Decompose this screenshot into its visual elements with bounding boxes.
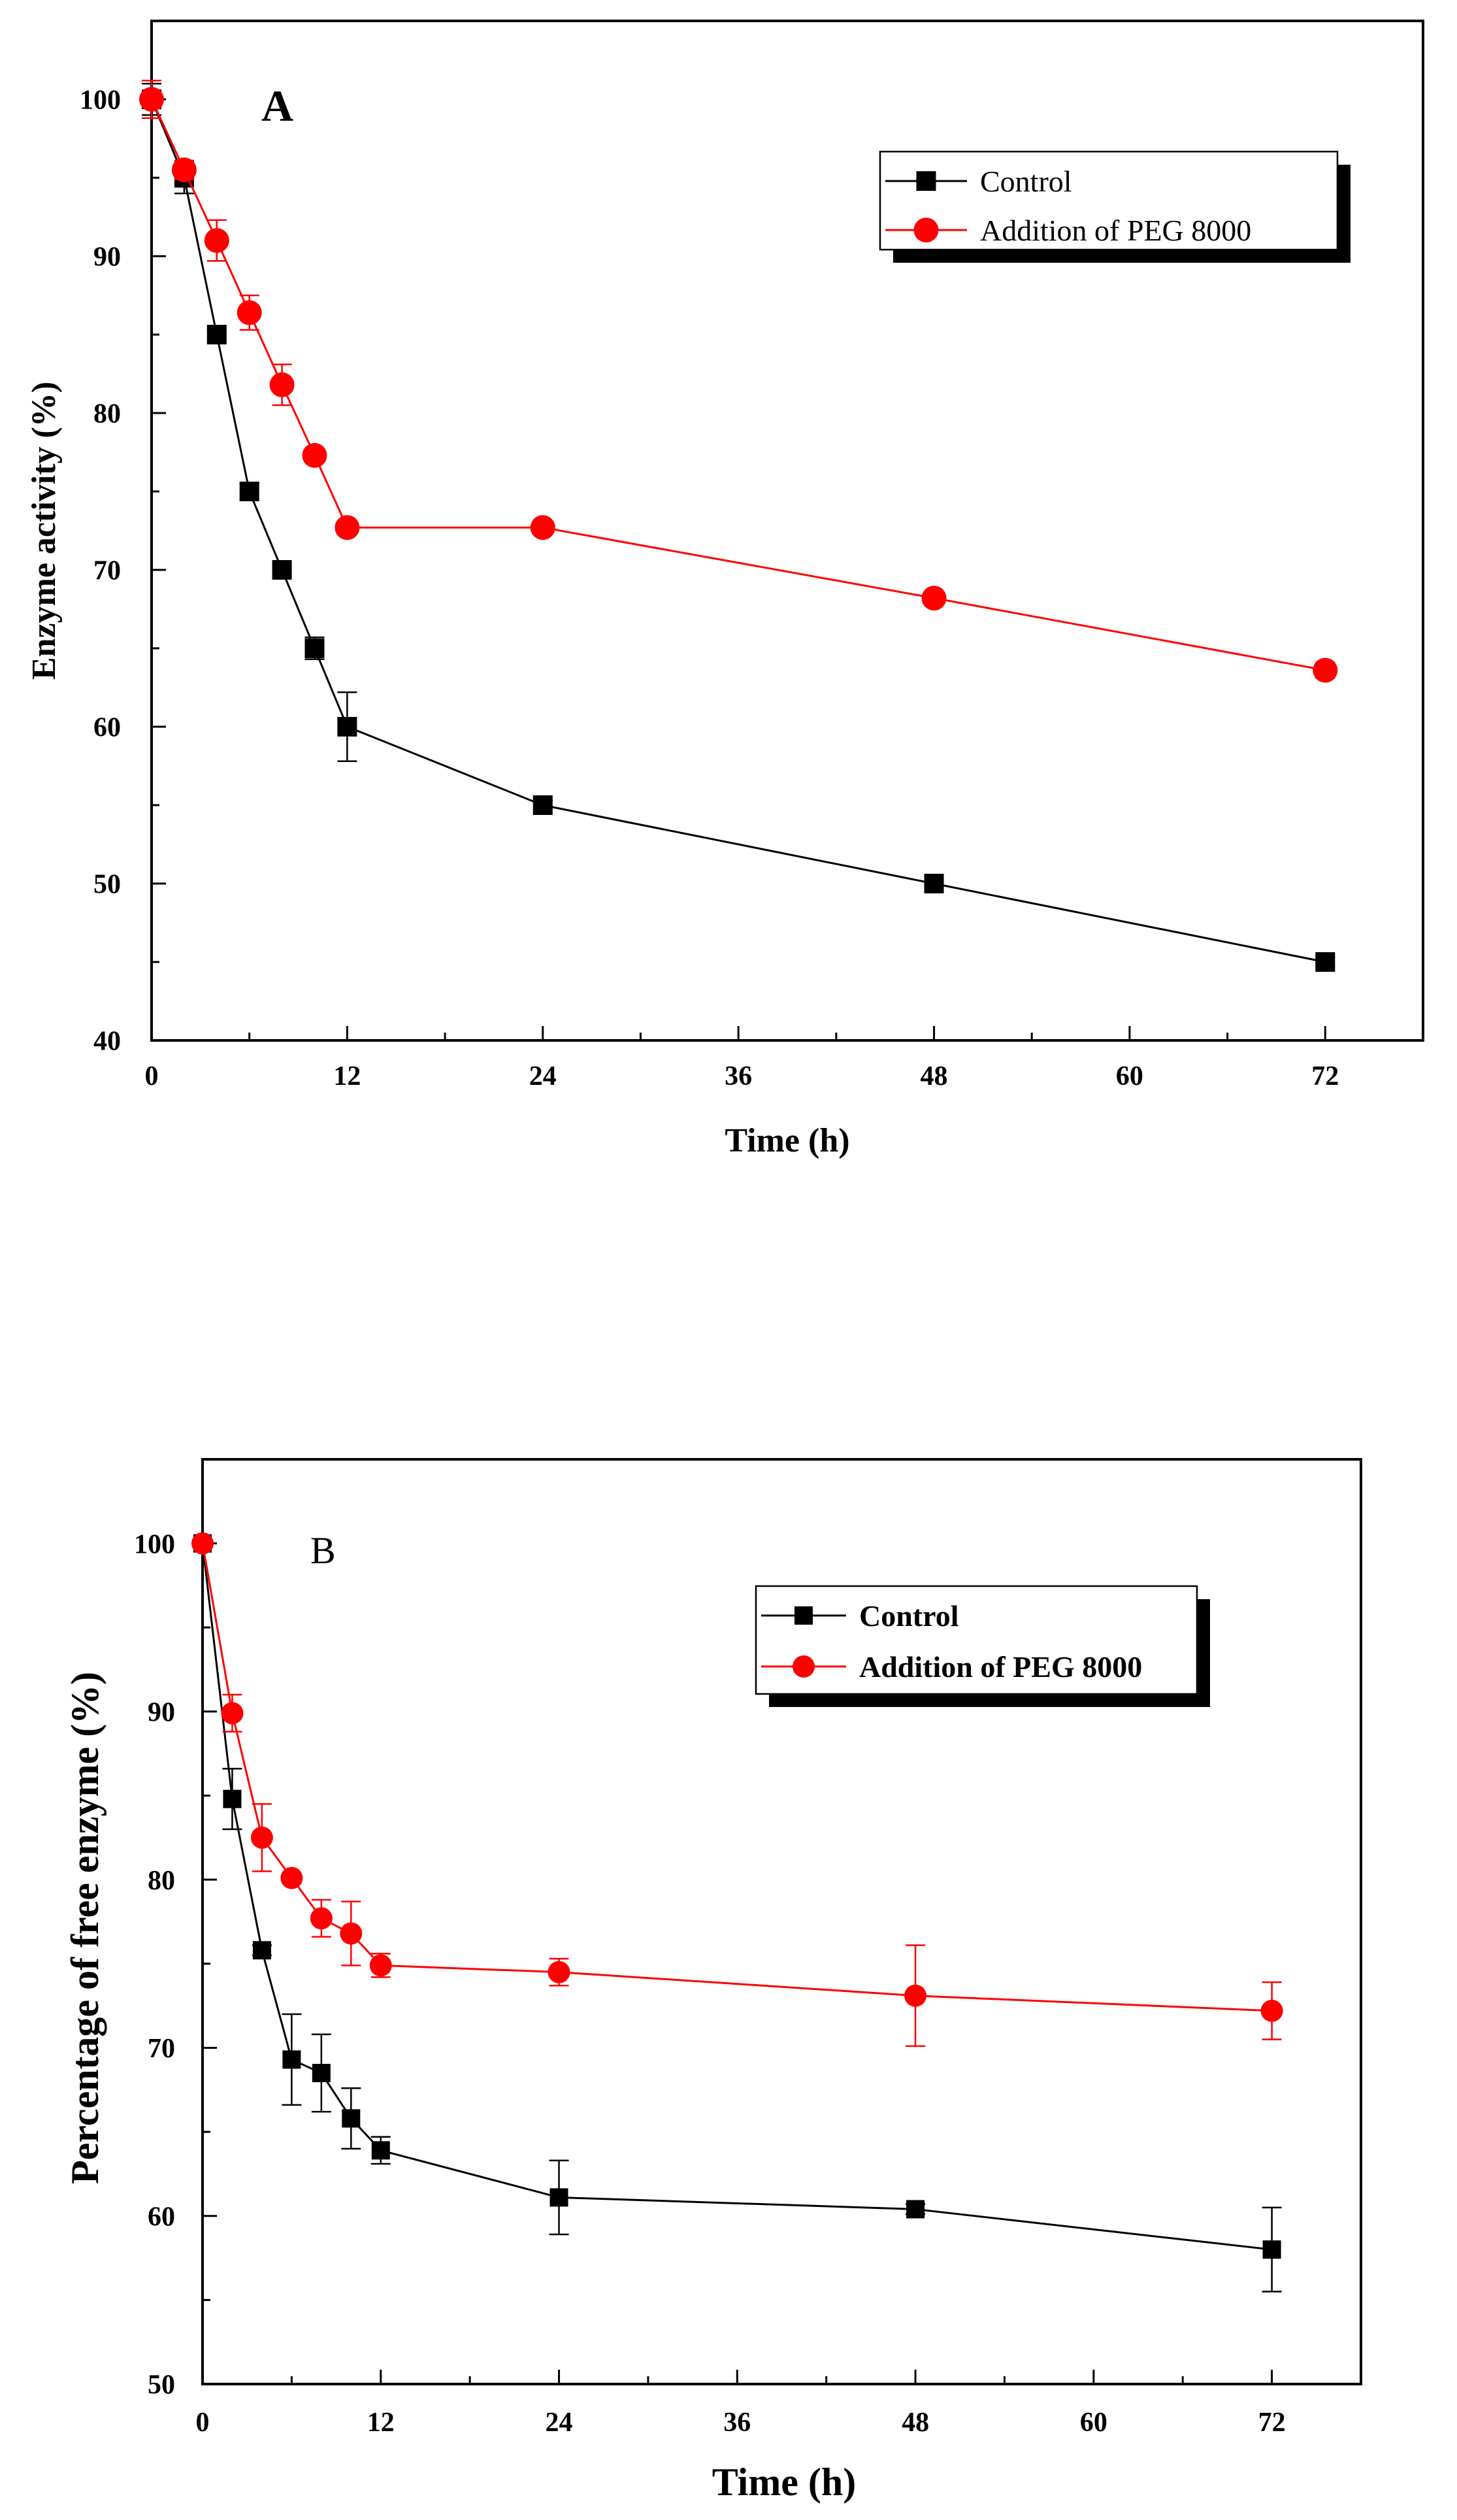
legend-box xyxy=(755,1585,1198,1695)
x-tick-label: 24 xyxy=(546,2408,573,2438)
x-tick-label: 60 xyxy=(1080,2408,1107,2438)
x-tick-label: 0 xyxy=(196,2408,210,2438)
data-point-square xyxy=(924,874,944,893)
legend-label: Control xyxy=(980,165,1072,198)
x-tick-label: 36 xyxy=(725,1061,752,1091)
y-tick-label: 70 xyxy=(148,2034,175,2064)
data-point-circle xyxy=(1260,1999,1283,2022)
data-point-circle xyxy=(335,515,360,540)
data-point-circle xyxy=(904,1984,927,2007)
x-tick-label: 12 xyxy=(367,2408,395,2438)
data-point-square xyxy=(282,2050,301,2069)
y-tick-label: 40 xyxy=(93,1027,121,1057)
legend-marker-square xyxy=(916,171,936,191)
data-point-circle xyxy=(204,228,229,253)
data-point-circle xyxy=(530,515,555,540)
data-point-square xyxy=(532,795,553,815)
legend-marker-square xyxy=(794,1606,813,1625)
legend-label: Control xyxy=(859,1599,959,1633)
x-tick-label: 72 xyxy=(1311,1061,1339,1091)
data-point-circle xyxy=(369,1954,392,1977)
x-tick-label: 48 xyxy=(902,2408,929,2438)
y-tick-label: 70 xyxy=(93,556,121,586)
legend: Control Addition of PEG 8000 xyxy=(755,1585,1210,1707)
x-tick-label: 0 xyxy=(145,1061,159,1091)
y-tick-label: 90 xyxy=(148,1698,175,1728)
panel-label: A xyxy=(261,81,293,131)
data-point-circle xyxy=(139,87,164,112)
series-line xyxy=(150,99,1326,672)
data-point-circle xyxy=(1313,657,1338,683)
data-point-square xyxy=(1315,952,1335,972)
data-point-circle xyxy=(921,586,947,611)
data-point-square xyxy=(549,2188,568,2207)
y-axis-title: Enzyme activity (%) xyxy=(25,382,63,680)
data-point-circle xyxy=(191,1532,214,1555)
chart-panel-a: 0 12 24 36 48 60 72 40 50 60 70 80 90 100 Time (h) Enzy… xyxy=(25,20,1424,1159)
series-control xyxy=(193,1534,1282,2293)
data-point-square xyxy=(337,717,357,737)
data-point-square xyxy=(342,2109,361,2128)
series-peg-8000 xyxy=(191,1532,1283,2048)
data-point-circle xyxy=(302,442,327,468)
y-tick-label: 80 xyxy=(93,399,121,429)
series-line xyxy=(201,1543,1272,2251)
panel-label: B xyxy=(310,1529,336,1572)
x-tick-label: 12 xyxy=(333,1061,361,1091)
x-tick-label: 60 xyxy=(1116,1061,1143,1091)
plot-frame xyxy=(150,20,1424,1042)
y-tick-label: 100 xyxy=(80,86,121,116)
y-axis-title: Percentage of free enzyme (%) xyxy=(63,1672,106,2184)
data-point-circle xyxy=(280,1866,303,1889)
data-point-square xyxy=(371,2141,390,2160)
series-line xyxy=(150,99,1326,963)
data-point-square xyxy=(239,482,259,501)
data-point-circle xyxy=(269,372,295,397)
data-point-square xyxy=(312,2064,331,2083)
data-point-square xyxy=(906,2200,925,2219)
series-line xyxy=(201,1543,1272,2012)
data-point-square xyxy=(252,1941,271,1960)
y-tick-label: 60 xyxy=(93,713,121,743)
x-tick-label: 48 xyxy=(921,1061,948,1091)
y-tick-label: 100 xyxy=(134,1529,175,1559)
data-point-circle xyxy=(548,1961,570,1983)
x-axis-title: Time (h) xyxy=(725,1122,849,1159)
x-tick-label: 36 xyxy=(723,2408,751,2438)
legend-marker-circle xyxy=(793,1655,815,1678)
series-peg-8000 xyxy=(139,79,1338,683)
data-point-circle xyxy=(237,300,262,325)
legend-label: Addition of PEG 8000 xyxy=(980,214,1251,247)
y-tick-label: 50 xyxy=(148,2370,175,2400)
data-point-circle xyxy=(310,1907,333,1930)
y-tick-label: 80 xyxy=(148,1866,175,1896)
y-tick-label: 60 xyxy=(148,2202,175,2232)
legend: Control Addition of PEG 8000 xyxy=(879,150,1351,263)
plot-frame xyxy=(201,1458,1362,2385)
data-point-circle xyxy=(221,1702,244,1725)
data-point-square xyxy=(223,1789,242,1808)
legend-marker-circle xyxy=(913,218,939,242)
x-tick-label: 72 xyxy=(1258,2408,1286,2438)
data-point-square xyxy=(1262,2240,1281,2259)
data-point-square xyxy=(272,560,292,580)
legend-label: Addition of PEG 8000 xyxy=(859,1650,1142,1683)
y-tick-label: 90 xyxy=(93,242,121,273)
chart-panel-b: 0 12 24 36 48 60 72 50 60 70 80 90 100 Time (h) Percen… xyxy=(63,1458,1362,2504)
data-point-circle xyxy=(171,158,197,182)
data-point-square xyxy=(206,325,227,344)
data-point-square xyxy=(304,638,325,658)
x-tick-label: 24 xyxy=(529,1061,557,1091)
data-point-circle xyxy=(340,1922,363,1945)
y-tick-label: 50 xyxy=(93,870,121,900)
x-axis-title: Time (h) xyxy=(712,2461,857,2504)
data-point-circle xyxy=(250,1826,273,1849)
legend-box xyxy=(879,150,1339,251)
